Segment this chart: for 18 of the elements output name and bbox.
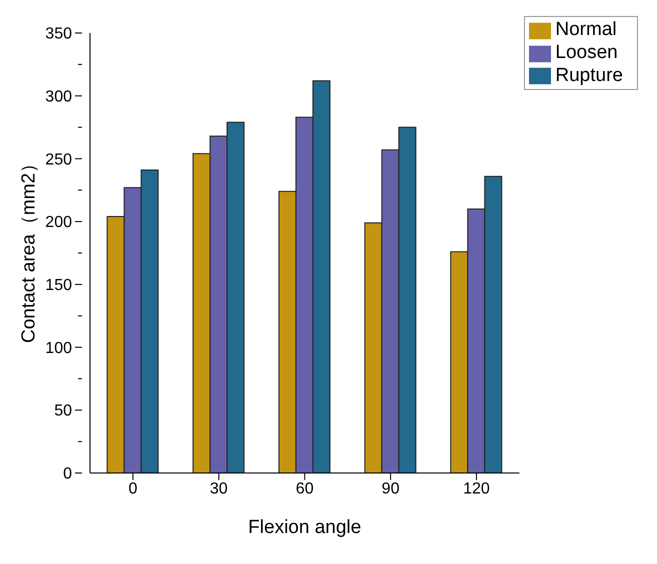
x-tick-label: 120 <box>463 480 490 498</box>
x-tick-label: 30 <box>210 480 228 498</box>
x-tick-label: 60 <box>296 480 314 498</box>
y-tick-label: 100 <box>45 340 72 357</box>
y-tick-label: 200 <box>45 214 72 232</box>
y-tick-label: 50 <box>54 402 72 420</box>
y-tick-label: 300 <box>45 88 72 106</box>
y-tick-label: 150 <box>45 277 72 294</box>
y-tick-label: 0 <box>63 466 72 483</box>
y-tick-label: 250 <box>45 151 72 168</box>
x-tick-label: 0 <box>128 480 138 498</box>
x-axis-title: Flexion angle <box>248 517 362 538</box>
legend-label: Loosen <box>555 42 618 63</box>
x-tick-label: 90 <box>382 480 400 498</box>
legend-label: Rupture <box>555 64 623 86</box>
legend-label: Normal <box>555 19 617 40</box>
y-tick-label: 350 <box>45 26 72 43</box>
y-axis-title: Contact area（mm2） <box>18 154 40 343</box>
